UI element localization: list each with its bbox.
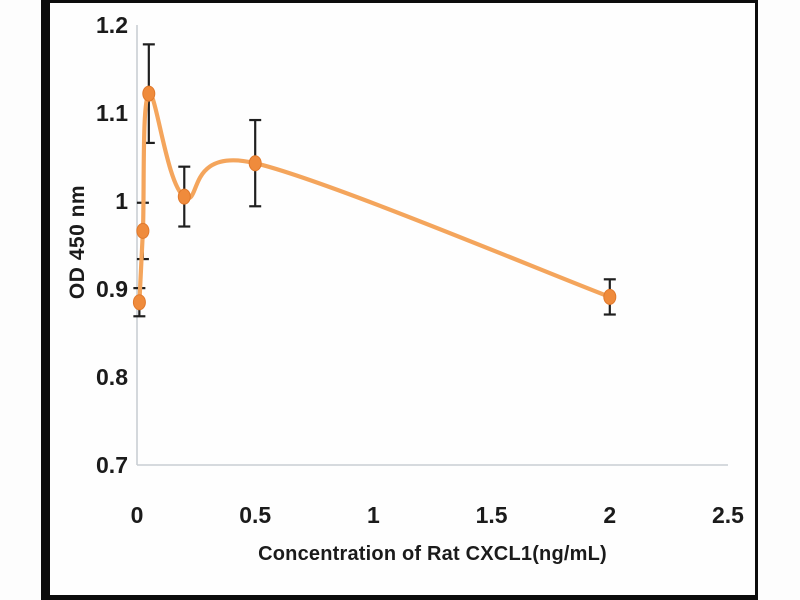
- y-tick-label: 0.9: [96, 276, 128, 302]
- y-tick-label: 0.8: [96, 364, 128, 390]
- x-tick-label: 2: [603, 502, 617, 528]
- y-tick-label: 1.2: [96, 12, 128, 38]
- x-tick-label: 2.5: [712, 502, 744, 528]
- x-tick-label: 0.5: [239, 502, 272, 528]
- x-tick-label: 1: [366, 502, 380, 528]
- x-axis-title: Concentration of Rat CXCL1(ng/mL): [258, 543, 607, 565]
- y-tick-label: 1.1: [96, 100, 128, 126]
- y-tick-label: 0.7: [96, 452, 128, 478]
- x-tick-label: 1.5: [475, 502, 508, 528]
- y-tick-label: 1: [115, 188, 128, 214]
- x-tick-label: 0: [130, 502, 144, 528]
